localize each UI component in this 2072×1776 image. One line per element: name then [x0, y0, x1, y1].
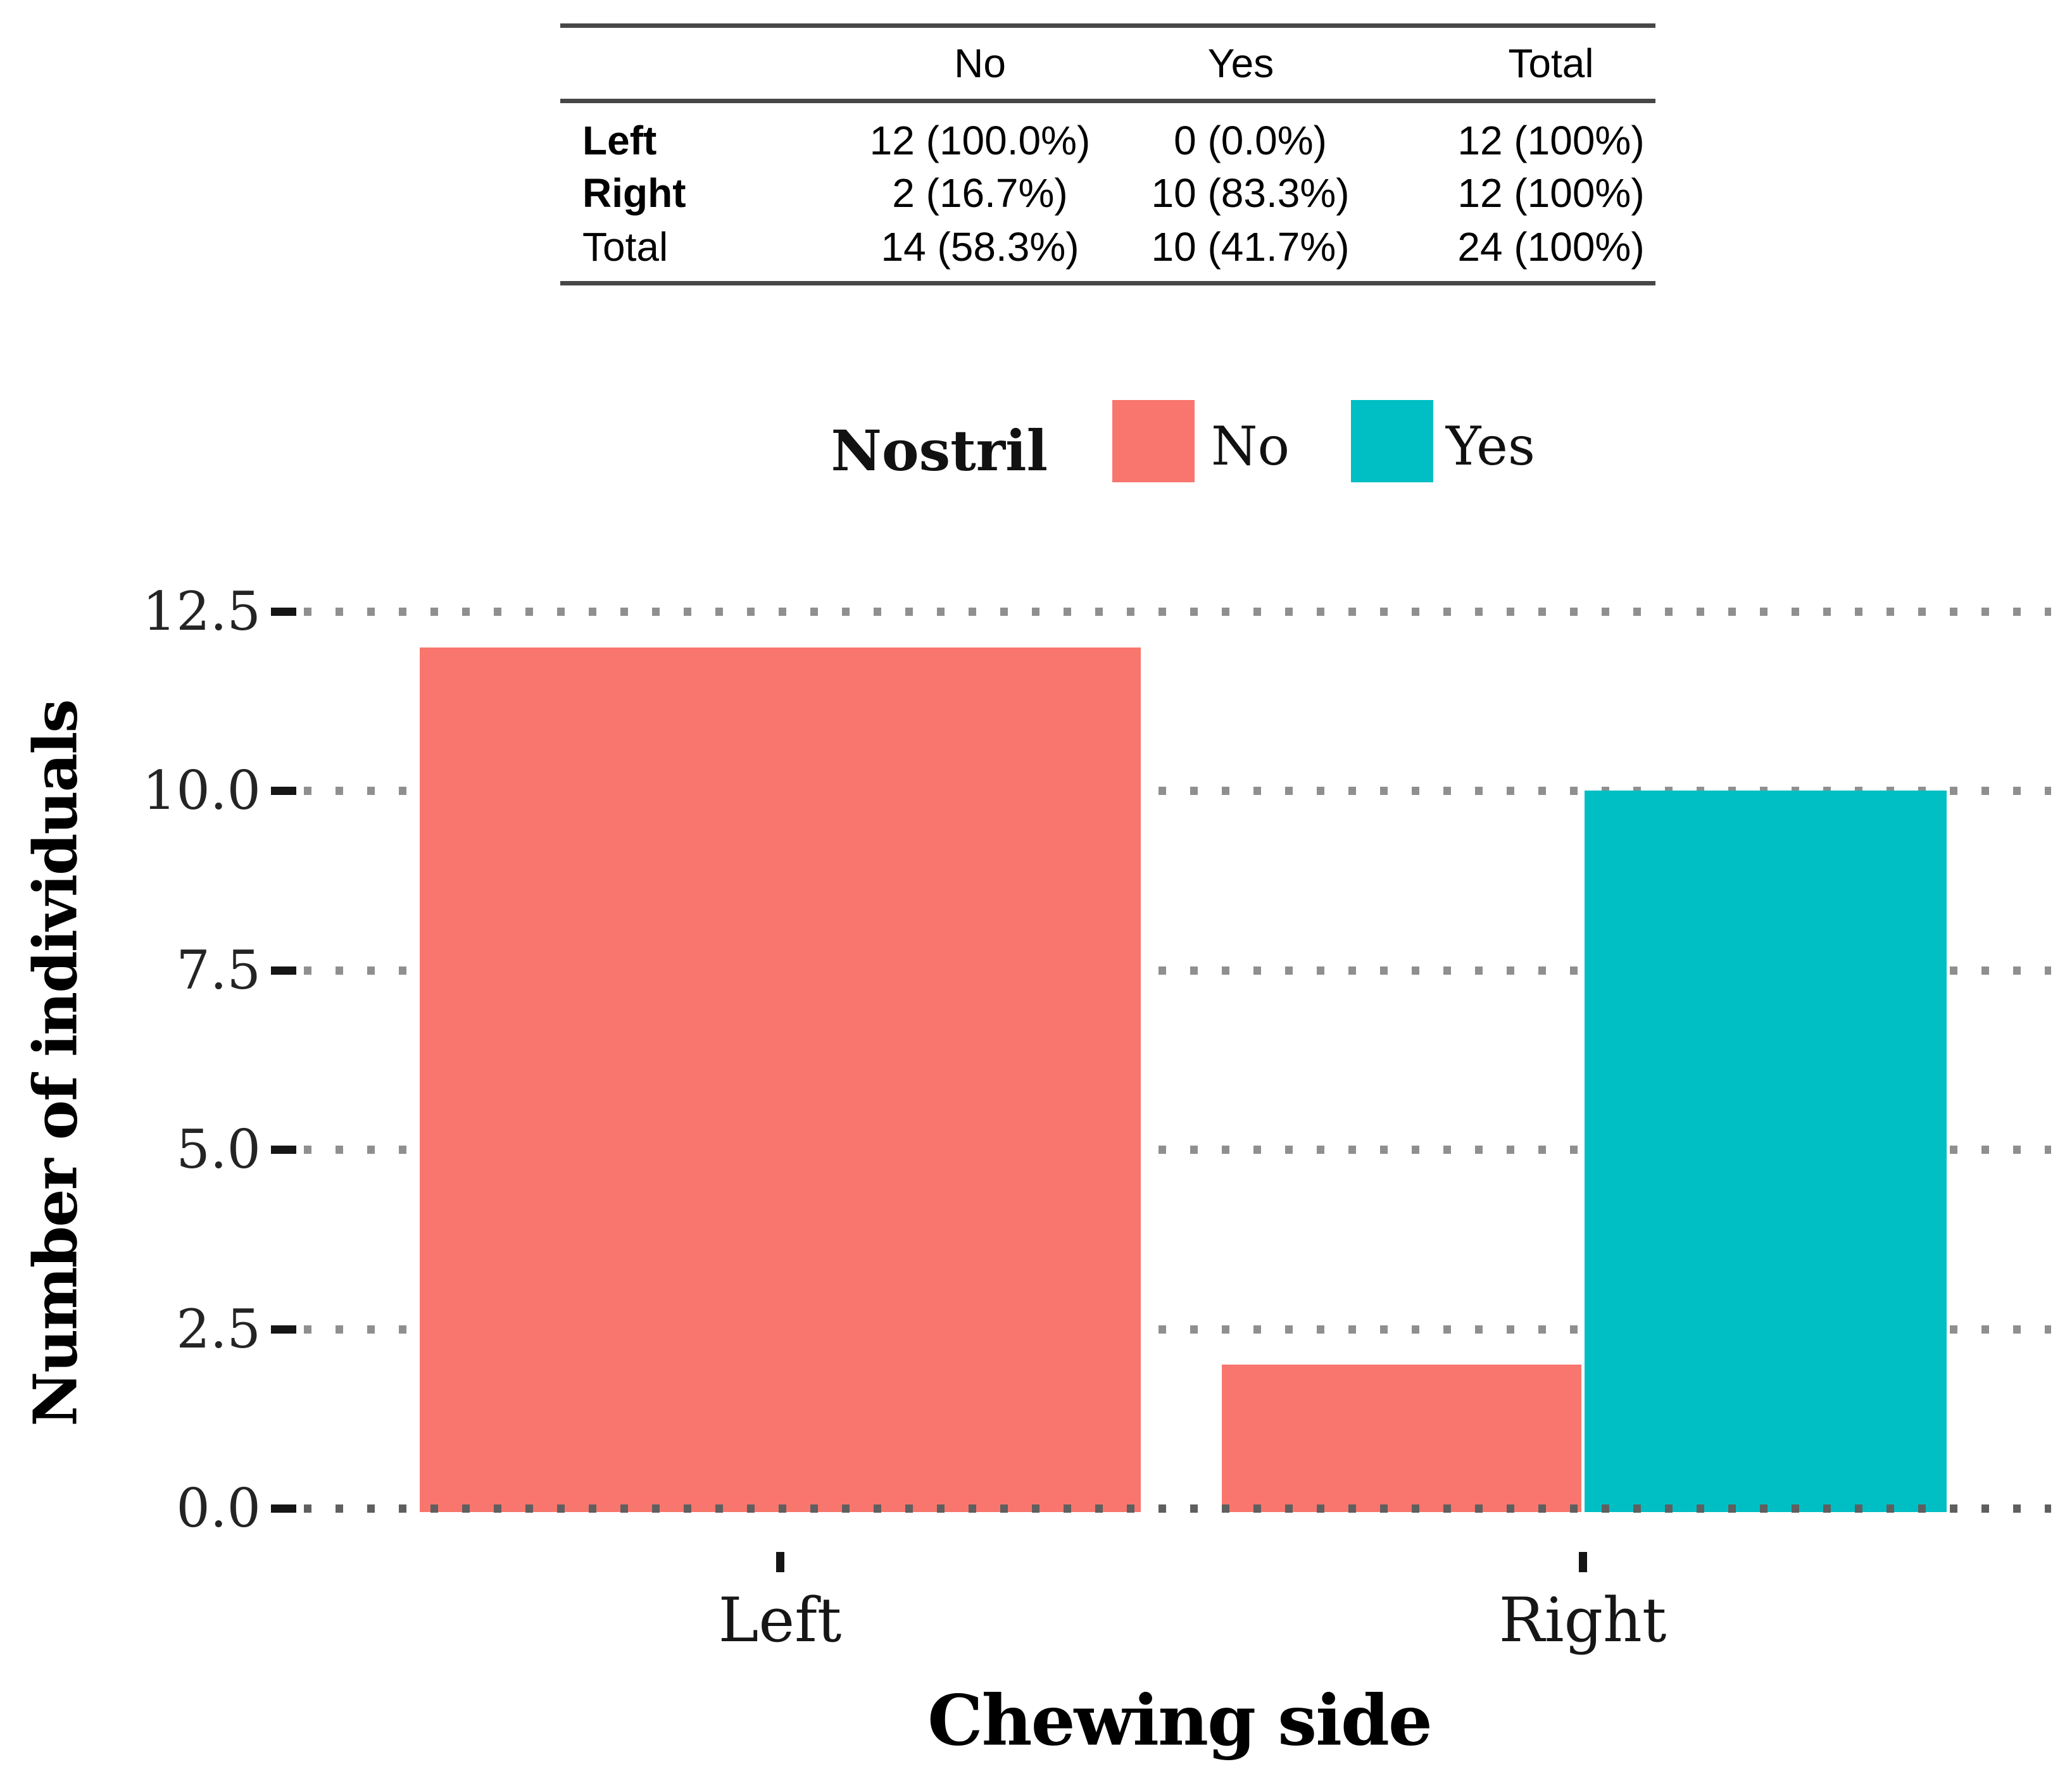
cell-right-total: 12 (100%)	[1457, 170, 1645, 216]
col-header-total: Total	[1508, 41, 1594, 86]
bar-right-yes	[1585, 791, 1947, 1512]
y-tick-7.5	[271, 966, 296, 975]
y-tick-5.0	[271, 1146, 296, 1154]
legend-label-no: No	[1211, 415, 1290, 477]
row-label-left: Left	[582, 118, 657, 163]
y-tick-10.0	[271, 787, 296, 796]
bar-right-no	[1222, 1365, 1581, 1512]
cell-left-total: 12 (100%)	[1457, 118, 1645, 163]
cell-total-yes: 10 (41.7%)	[1151, 224, 1350, 270]
y-tick-label-5.0: 5.0	[176, 1118, 261, 1181]
legend-swatch-no	[1112, 400, 1195, 482]
x-axis-title: Chewing side	[927, 1679, 1433, 1761]
table-bottom-rule	[560, 281, 1655, 285]
y-tick-2.5	[271, 1325, 296, 1334]
y-tick-0.0	[271, 1504, 296, 1513]
y-tick-label-2.5: 2.5	[176, 1298, 261, 1360]
x-tick-right	[1579, 1552, 1587, 1572]
row-label-total: Total	[582, 224, 669, 270]
bar-left-no	[420, 647, 1141, 1512]
table-top-rule	[560, 23, 1655, 28]
y-tick-label-7.5: 7.5	[176, 939, 261, 1001]
col-header-yes: Yes	[1207, 41, 1274, 86]
row-label-right: Right	[582, 170, 686, 216]
cell-right-yes: 10 (83.3%)	[1151, 170, 1350, 216]
y-axis-title: Number of individuals	[20, 700, 91, 1427]
legend-label-yes: Yes	[1446, 415, 1535, 477]
cell-total-total: 24 (100%)	[1457, 224, 1645, 270]
y-tick-label-0.0: 0.0	[176, 1477, 261, 1539]
cell-total-no: 14 (58.3%)	[881, 224, 1079, 270]
x-tick-label-left: Left	[718, 1585, 842, 1656]
y-tick-label-10.0: 10.0	[142, 760, 261, 822]
table-header-rule	[560, 99, 1655, 103]
cell-right-no: 2 (16.7%)	[892, 170, 1068, 216]
y-tick-12.5	[271, 608, 296, 616]
cell-left-no: 12 (100.0%)	[869, 118, 1091, 163]
cell-left-yes: 0 (0.0%)	[1174, 118, 1327, 163]
legend-swatch-yes	[1351, 400, 1433, 482]
legend-title: Nostril	[831, 418, 1048, 484]
x-tick-label-right: Right	[1498, 1585, 1667, 1656]
gridline-y-12.5	[304, 608, 2051, 616]
y-tick-label-12.5: 12.5	[142, 580, 261, 642]
x-tick-left	[776, 1552, 784, 1572]
col-header-no: No	[954, 41, 1006, 86]
baseline-gridline	[304, 1504, 2051, 1513]
